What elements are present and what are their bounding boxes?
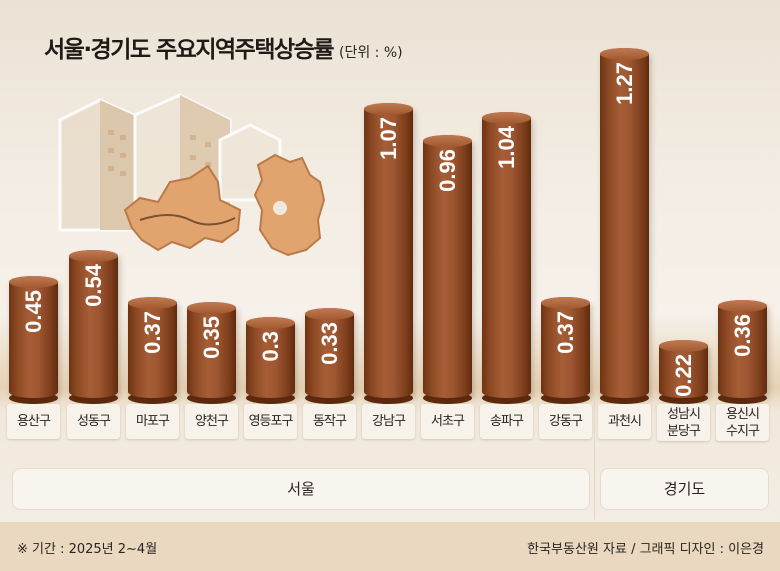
bar-value: 0.35 [198,316,224,359]
unit-label: (단위 : %) [339,45,403,61]
bar-gangnam: 1.07 [364,103,413,404]
category-label: 동작구 [303,404,356,439]
bar-value: 1.27 [611,62,637,105]
bar-yangcheon: 0.35 [187,302,236,404]
group-label-gyeonggi: 경기도 [600,468,769,510]
bar-value: 0.37 [139,311,165,354]
bar-gwacheon: 1.27 [600,48,649,404]
footer: ※ 기간 : 2025년 2~4월 한국부동산원 자료 / 그래픽 디자인 : … [0,522,780,571]
bar-yeongdeungpo: 0.3 [246,317,295,404]
bar-value: 0.3 [257,331,283,362]
bar-value: 0.22 [670,354,696,397]
group-divider [594,398,595,520]
bar-seongdong: 0.54 [69,250,118,404]
bar-suji: 0.36 [718,300,767,404]
bar-songpa: 1.04 [482,112,531,404]
category-label: 영등포구 [244,404,297,439]
bar-mapo: 0.37 [128,297,177,404]
category-label: 과천시 [598,404,651,439]
bar-gangdong: 0.37 [541,297,590,404]
title-text: 서울·경기도 주요지역주택상승률 [44,37,335,63]
bar-value: 0.45 [20,290,46,333]
group-label-seoul: 서울 [12,468,590,510]
bar-dongjak: 0.33 [305,308,354,404]
category-label: 성동구 [67,404,120,439]
bar-value: 1.07 [375,117,401,160]
chart-title: 서울·경기도 주요지역주택상승률 (단위 : %) [44,30,403,64]
bar-yongsan: 0.45 [9,276,58,404]
category-label: 마포구 [126,404,179,439]
bar-value: 1.04 [493,126,519,169]
bar-value: 0.96 [434,149,460,192]
bar-value: 0.33 [316,322,342,365]
category-label: 송파구 [480,404,533,439]
category-label: 서초구 [421,404,474,439]
category-label: 강동구 [539,404,592,439]
bar-value: 0.37 [552,311,578,354]
category-label: 성남시 분당구 [657,404,710,441]
bar-bundang: 0.22 [659,340,708,404]
source-credit: 한국부동산원 자료 / 그래픽 디자인 : 이은경 [527,542,764,557]
apartment-and-map-illustration-icon [58,93,326,257]
bar-value: 0.36 [729,314,755,357]
category-label: 용산구 [7,404,60,439]
seoul-map-icon [123,164,242,252]
category-label: 강남구 [362,404,415,439]
category-label: 용신시 수지구 [716,404,769,441]
gyeonggi-map-icon [253,153,326,257]
bar-seocho: 0.96 [423,135,472,404]
period-note: ※ 기간 : 2025년 2~4월 [17,542,158,557]
bar-value: 0.54 [80,264,106,307]
category-label: 양천구 [185,404,238,439]
